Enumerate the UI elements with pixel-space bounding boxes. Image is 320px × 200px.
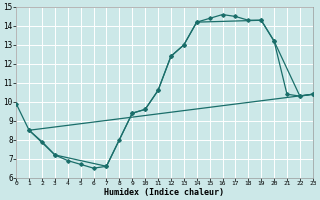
X-axis label: Humidex (Indice chaleur): Humidex (Indice chaleur) [105, 188, 225, 197]
